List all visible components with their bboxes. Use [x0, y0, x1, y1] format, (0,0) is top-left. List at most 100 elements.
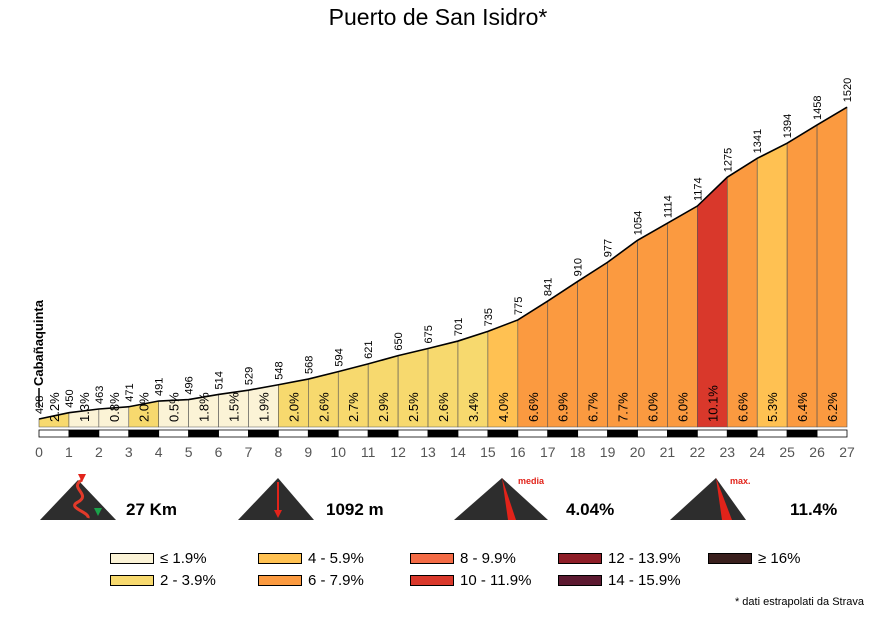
altitude-label: 568	[303, 356, 315, 374]
km-bar-segment	[248, 429, 279, 438]
km-bar-segment	[218, 429, 249, 438]
x-tick-label: 9	[304, 444, 312, 460]
gradient-label: 1.9%	[256, 392, 271, 422]
max-gradient-value: 11.4%	[790, 500, 838, 519]
legend-label: 12 - 13.9%	[608, 550, 681, 567]
gradient-label: 6.2%	[825, 392, 840, 422]
x-tick-label: 10	[330, 444, 346, 460]
legend-label: 8 - 9.9%	[460, 550, 516, 567]
x-tick-label: 17	[540, 444, 556, 460]
legend-item: 14 - 15.9%	[558, 572, 681, 589]
elevation-gain-value: 1092 m	[326, 500, 384, 519]
legend-item: ≥ 16%	[708, 550, 800, 567]
gradient-label: 0.8%	[107, 392, 122, 422]
legend-swatch	[110, 575, 154, 586]
legend-item: 6 - 7.9%	[258, 572, 364, 589]
gradient-segment	[816, 106, 848, 428]
altitude-label: 675	[423, 325, 435, 343]
km-bar-segment	[667, 429, 698, 438]
gradient-label: 6.0%	[645, 392, 660, 422]
x-tick-label: 5	[185, 444, 193, 460]
start-location-label: Cabañaquinta	[31, 299, 46, 386]
legend-label: ≥ 16%	[758, 550, 801, 567]
legend-swatch	[258, 553, 302, 564]
legend-swatch	[410, 553, 454, 564]
gradient-label: 1.3%	[77, 392, 92, 422]
gradient-label: 6.9%	[556, 392, 571, 422]
km-bar-segment	[278, 429, 309, 438]
legend-label: 2 - 3.9%	[160, 572, 216, 589]
x-tick-label: 14	[450, 444, 466, 460]
km-bar-segment	[517, 429, 549, 438]
x-tick-label: 23	[720, 444, 736, 460]
gradient-label: 2.5%	[406, 392, 421, 422]
altitude-label: 1458	[812, 95, 824, 119]
km-bar-segment	[68, 429, 100, 438]
legend-label: 10 - 11.9%	[460, 572, 532, 589]
km-bar-segment	[128, 429, 160, 438]
chart-title: Puerto de San Isidro*	[328, 4, 548, 30]
gradient-label: 4.0%	[496, 392, 511, 422]
altitude-label: 775	[513, 297, 525, 315]
legend-swatch	[110, 553, 154, 564]
gradient-label: 2.6%	[436, 392, 451, 422]
altitude-label: 701	[453, 318, 465, 336]
km-bar-segment	[188, 429, 219, 438]
legend-item: 10 - 11.9%	[410, 572, 531, 589]
elevation-gain-icon	[238, 478, 314, 520]
legend-swatch	[708, 553, 752, 564]
altitude-label: 471	[124, 383, 136, 401]
altitude-label: 910	[573, 258, 585, 276]
legend-item: 12 - 13.9%	[558, 550, 681, 567]
x-tick-label: 3	[125, 444, 133, 460]
x-tick-label: 8	[275, 444, 283, 460]
x-tick-label: 7	[245, 444, 253, 460]
x-tick-label: 0	[35, 444, 43, 460]
x-tick-label: 6	[215, 444, 223, 460]
altitude-label: 650	[393, 332, 405, 350]
x-tick-label: 19	[600, 444, 616, 460]
km-bar-segment	[158, 429, 190, 438]
km-bar-segment	[816, 429, 848, 438]
km-bar-segment	[756, 429, 788, 438]
gradient-label: 2.0%	[286, 392, 301, 422]
altitude-label: 1174	[692, 177, 704, 201]
km-bar-segment	[786, 429, 818, 438]
legend-swatch	[558, 575, 602, 586]
legend-label: ≤ 1.9%	[160, 550, 207, 567]
footnote: * dati estrapolati da Strava	[734, 596, 864, 608]
legend-item: 8 - 9.9%	[410, 550, 516, 567]
km-bar-segment	[726, 429, 758, 438]
km-bar-segment	[98, 429, 130, 438]
x-tick-label: 27	[839, 444, 855, 460]
legend-label: 6 - 7.9%	[308, 572, 364, 589]
gradient-label: 0.5%	[167, 392, 182, 422]
gradient-label: 6.0%	[675, 392, 690, 422]
gradient-label: 6.4%	[795, 392, 810, 422]
altitude-label: 496	[184, 376, 196, 394]
gradient-label: 10.1%	[705, 385, 720, 422]
altitude-label: 1341	[752, 129, 764, 153]
x-tick-label: 4	[155, 444, 163, 460]
distance-value: 27 Km	[126, 500, 178, 519]
x-tick-label: 15	[480, 444, 496, 460]
gradient-segment	[786, 124, 818, 428]
gradient-label: 6.6%	[526, 392, 541, 422]
legend-item: 2 - 3.9%	[110, 572, 216, 589]
altitude-label: 735	[483, 308, 495, 326]
km-bar-segment	[337, 429, 369, 438]
gradient-label: 3.4%	[466, 392, 481, 422]
gradient-label: 2.9%	[376, 392, 391, 422]
gradient-label: 2.0%	[137, 392, 152, 422]
gradient-label: 7.7%	[616, 392, 631, 422]
km-bar-segment	[547, 429, 579, 438]
altitude-label: 1054	[633, 211, 645, 235]
legend-label: 14 - 15.9%	[608, 572, 681, 589]
km-bar-segment	[637, 429, 668, 438]
x-tick-label: 11	[361, 444, 376, 460]
legend-swatch	[410, 575, 454, 586]
gradient-label: 6.6%	[735, 392, 750, 422]
average-label: media	[518, 476, 545, 486]
x-tick-label: 20	[630, 444, 646, 460]
altitude-label: 977	[603, 239, 615, 257]
